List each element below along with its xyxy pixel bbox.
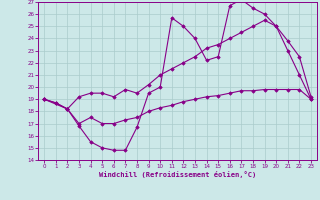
X-axis label: Windchill (Refroidissement éolien,°C): Windchill (Refroidissement éolien,°C) xyxy=(99,171,256,178)
